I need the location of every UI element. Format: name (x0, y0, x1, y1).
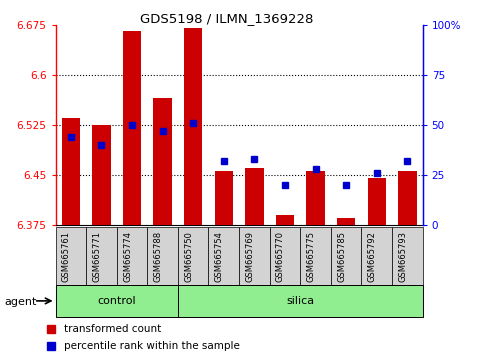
Bar (92, 125, 111, 225)
Text: GSM665750: GSM665750 (184, 231, 193, 282)
Bar (178, 227, 209, 285)
Text: silica: silica (286, 296, 314, 306)
Bar (306, 171, 325, 225)
Text: GSM665769: GSM665769 (245, 231, 255, 282)
Bar (331, 227, 361, 285)
Text: GSM665774: GSM665774 (123, 231, 132, 282)
Text: GSM665775: GSM665775 (307, 231, 315, 282)
Bar (214, 171, 233, 225)
Text: GSM665761: GSM665761 (62, 231, 71, 282)
Text: GSM665771: GSM665771 (92, 231, 101, 282)
Bar (245, 168, 264, 225)
Bar (392, 227, 423, 285)
Bar (56, 227, 86, 285)
Text: GSM665754: GSM665754 (215, 231, 224, 282)
Bar (276, 215, 294, 225)
Text: GSM665785: GSM665785 (337, 231, 346, 282)
Bar (62, 118, 80, 225)
Text: percentile rank within the sample: percentile rank within the sample (64, 341, 240, 351)
Bar (147, 227, 178, 285)
Bar (361, 227, 392, 285)
Bar (209, 227, 239, 285)
Bar (270, 227, 300, 285)
Text: agent: agent (5, 297, 37, 307)
Bar (117, 227, 147, 285)
Bar (337, 218, 355, 225)
Bar (184, 28, 202, 225)
Text: GSM665792: GSM665792 (368, 231, 377, 282)
Bar (398, 171, 416, 225)
Text: transformed count: transformed count (64, 324, 161, 333)
Bar (368, 178, 386, 225)
Bar (239, 227, 270, 285)
Text: GDS5198 / ILMN_1369228: GDS5198 / ILMN_1369228 (141, 12, 313, 25)
Text: GSM665793: GSM665793 (398, 231, 407, 282)
Bar (300, 227, 331, 285)
Bar (123, 32, 141, 225)
Bar (86, 227, 117, 285)
Text: GSM665788: GSM665788 (154, 231, 163, 282)
Bar (178, 285, 423, 317)
Text: GSM665770: GSM665770 (276, 231, 285, 282)
Bar (56, 285, 178, 317)
Text: control: control (98, 296, 136, 306)
Bar (154, 98, 172, 225)
